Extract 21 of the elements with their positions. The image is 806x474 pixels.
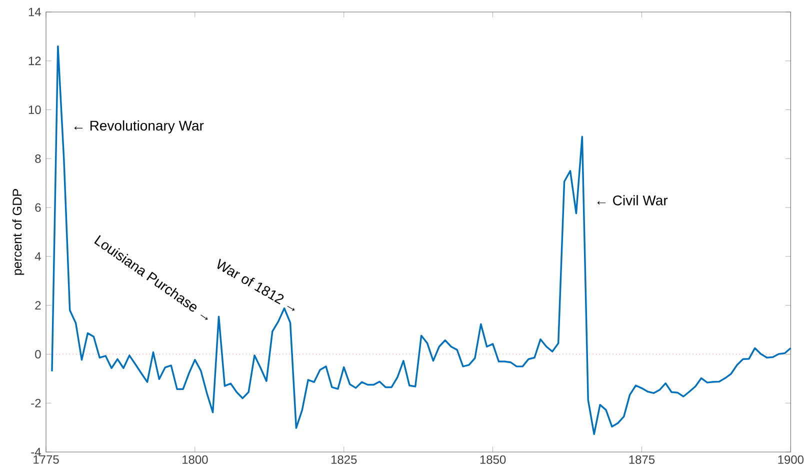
y-tick-label: 8	[35, 154, 41, 163]
x-tick-label: 1825	[331, 455, 357, 464]
x-tick-label: 1850	[480, 455, 506, 464]
y-tick-label: -2	[31, 398, 41, 408]
line-series	[51, 45, 792, 436]
y-tick-label: 12	[28, 56, 41, 66]
y-tick-label: 4	[34, 252, 41, 261]
y-tick-label: 6	[35, 203, 41, 212]
y-tick-label: 14	[28, 8, 41, 16]
y-axis-title: percent of GDP	[12, 189, 24, 275]
y-tick-label: 2	[35, 301, 41, 310]
x-tick-label: 1875	[629, 455, 655, 464]
y-tick-label: -4	[31, 448, 41, 456]
x-tick-label: 1800	[182, 455, 208, 464]
x-tick-label: 1775	[34, 455, 59, 464]
annotation: War of 1812 →	[217, 258, 295, 311]
annotation: ← Civil War	[597, 195, 668, 206]
y-tick-label: 0	[35, 350, 41, 358]
x-tick-label: 1900	[778, 455, 804, 464]
y-tick-label: 10	[28, 106, 41, 114]
annotation: ← Revolutionary War	[74, 120, 204, 134]
